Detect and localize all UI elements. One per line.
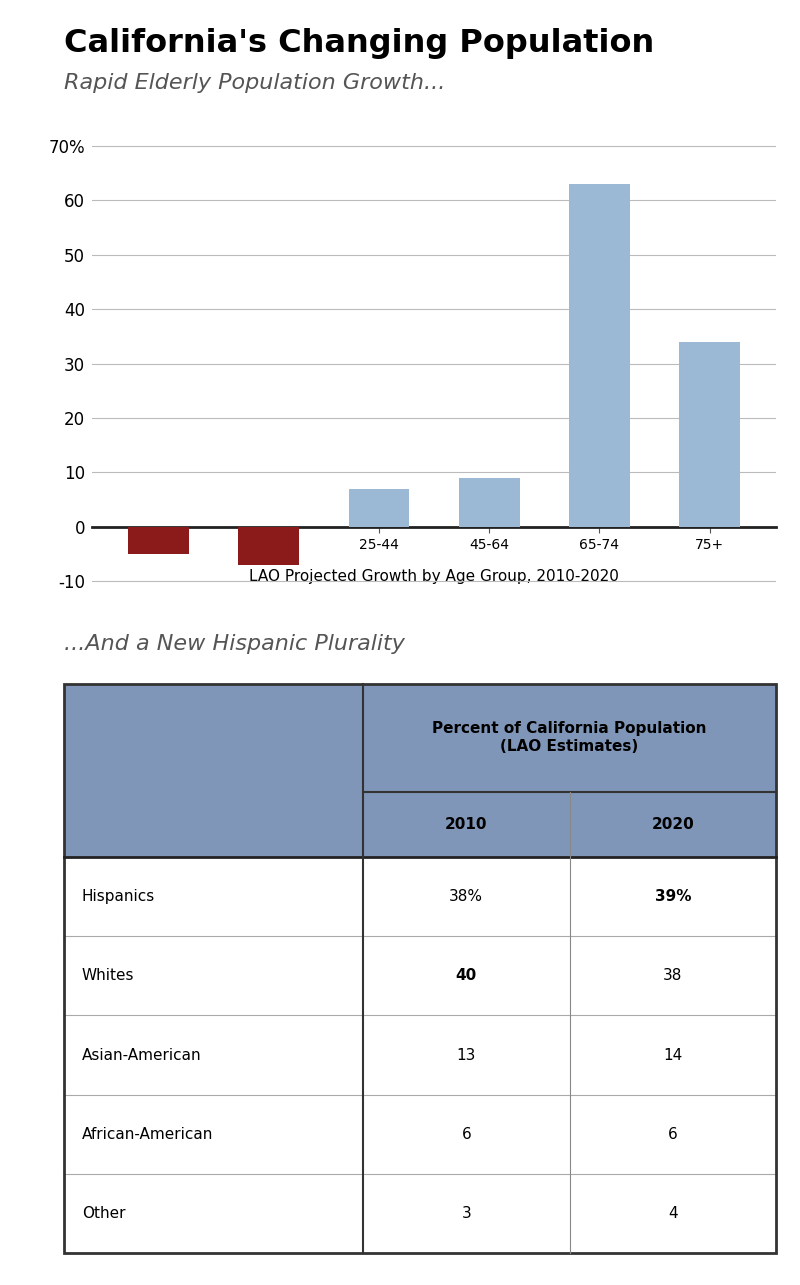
Bar — [128, 527, 189, 554]
Text: 3: 3 — [462, 1205, 471, 1221]
Text: 40: 40 — [456, 969, 477, 983]
Text: Rapid Elderly Population Growth...: Rapid Elderly Population Growth... — [64, 73, 446, 94]
Bar — [459, 478, 519, 527]
Text: 4: 4 — [668, 1205, 678, 1221]
Text: 13: 13 — [457, 1047, 476, 1063]
Text: Other: Other — [82, 1205, 126, 1221]
Text: California's Changing Population: California's Changing Population — [64, 28, 654, 59]
Text: 14: 14 — [663, 1047, 682, 1063]
Text: ...And a New Hispanic Plurality: ...And a New Hispanic Plurality — [64, 634, 405, 654]
Text: 39%: 39% — [654, 889, 691, 905]
Text: 2020: 2020 — [651, 817, 694, 831]
Text: 38: 38 — [663, 969, 682, 983]
Text: 38%: 38% — [450, 889, 483, 905]
Text: Percent of California Population
(LAO Estimates): Percent of California Population (LAO Es… — [432, 721, 706, 754]
Text: 6: 6 — [462, 1127, 471, 1141]
Bar — [349, 488, 409, 527]
Text: Asian-American: Asian-American — [82, 1047, 202, 1063]
Text: 6: 6 — [668, 1127, 678, 1141]
Text: Hispanics: Hispanics — [82, 889, 155, 905]
Bar — [679, 342, 740, 527]
Text: African-American: African-American — [82, 1127, 213, 1141]
Text: Whites: Whites — [82, 969, 134, 983]
Bar — [569, 184, 630, 527]
X-axis label: LAO Projected Growth by Age Group, 2010-2020: LAO Projected Growth by Age Group, 2010-… — [249, 568, 619, 583]
Bar — [238, 527, 299, 565]
Text: 2010: 2010 — [445, 817, 487, 831]
